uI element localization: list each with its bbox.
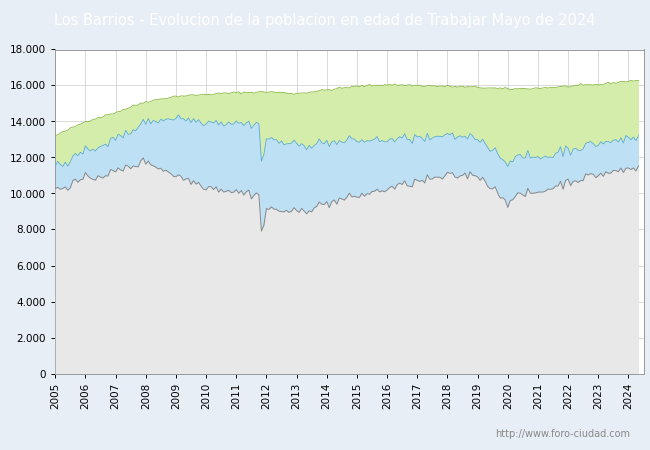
Text: Los Barrios - Evolucion de la poblacion en edad de Trabajar Mayo de 2024: Los Barrios - Evolucion de la poblacion … — [54, 13, 596, 28]
Text: http://www.foro-ciudad.com: http://www.foro-ciudad.com — [495, 429, 630, 439]
